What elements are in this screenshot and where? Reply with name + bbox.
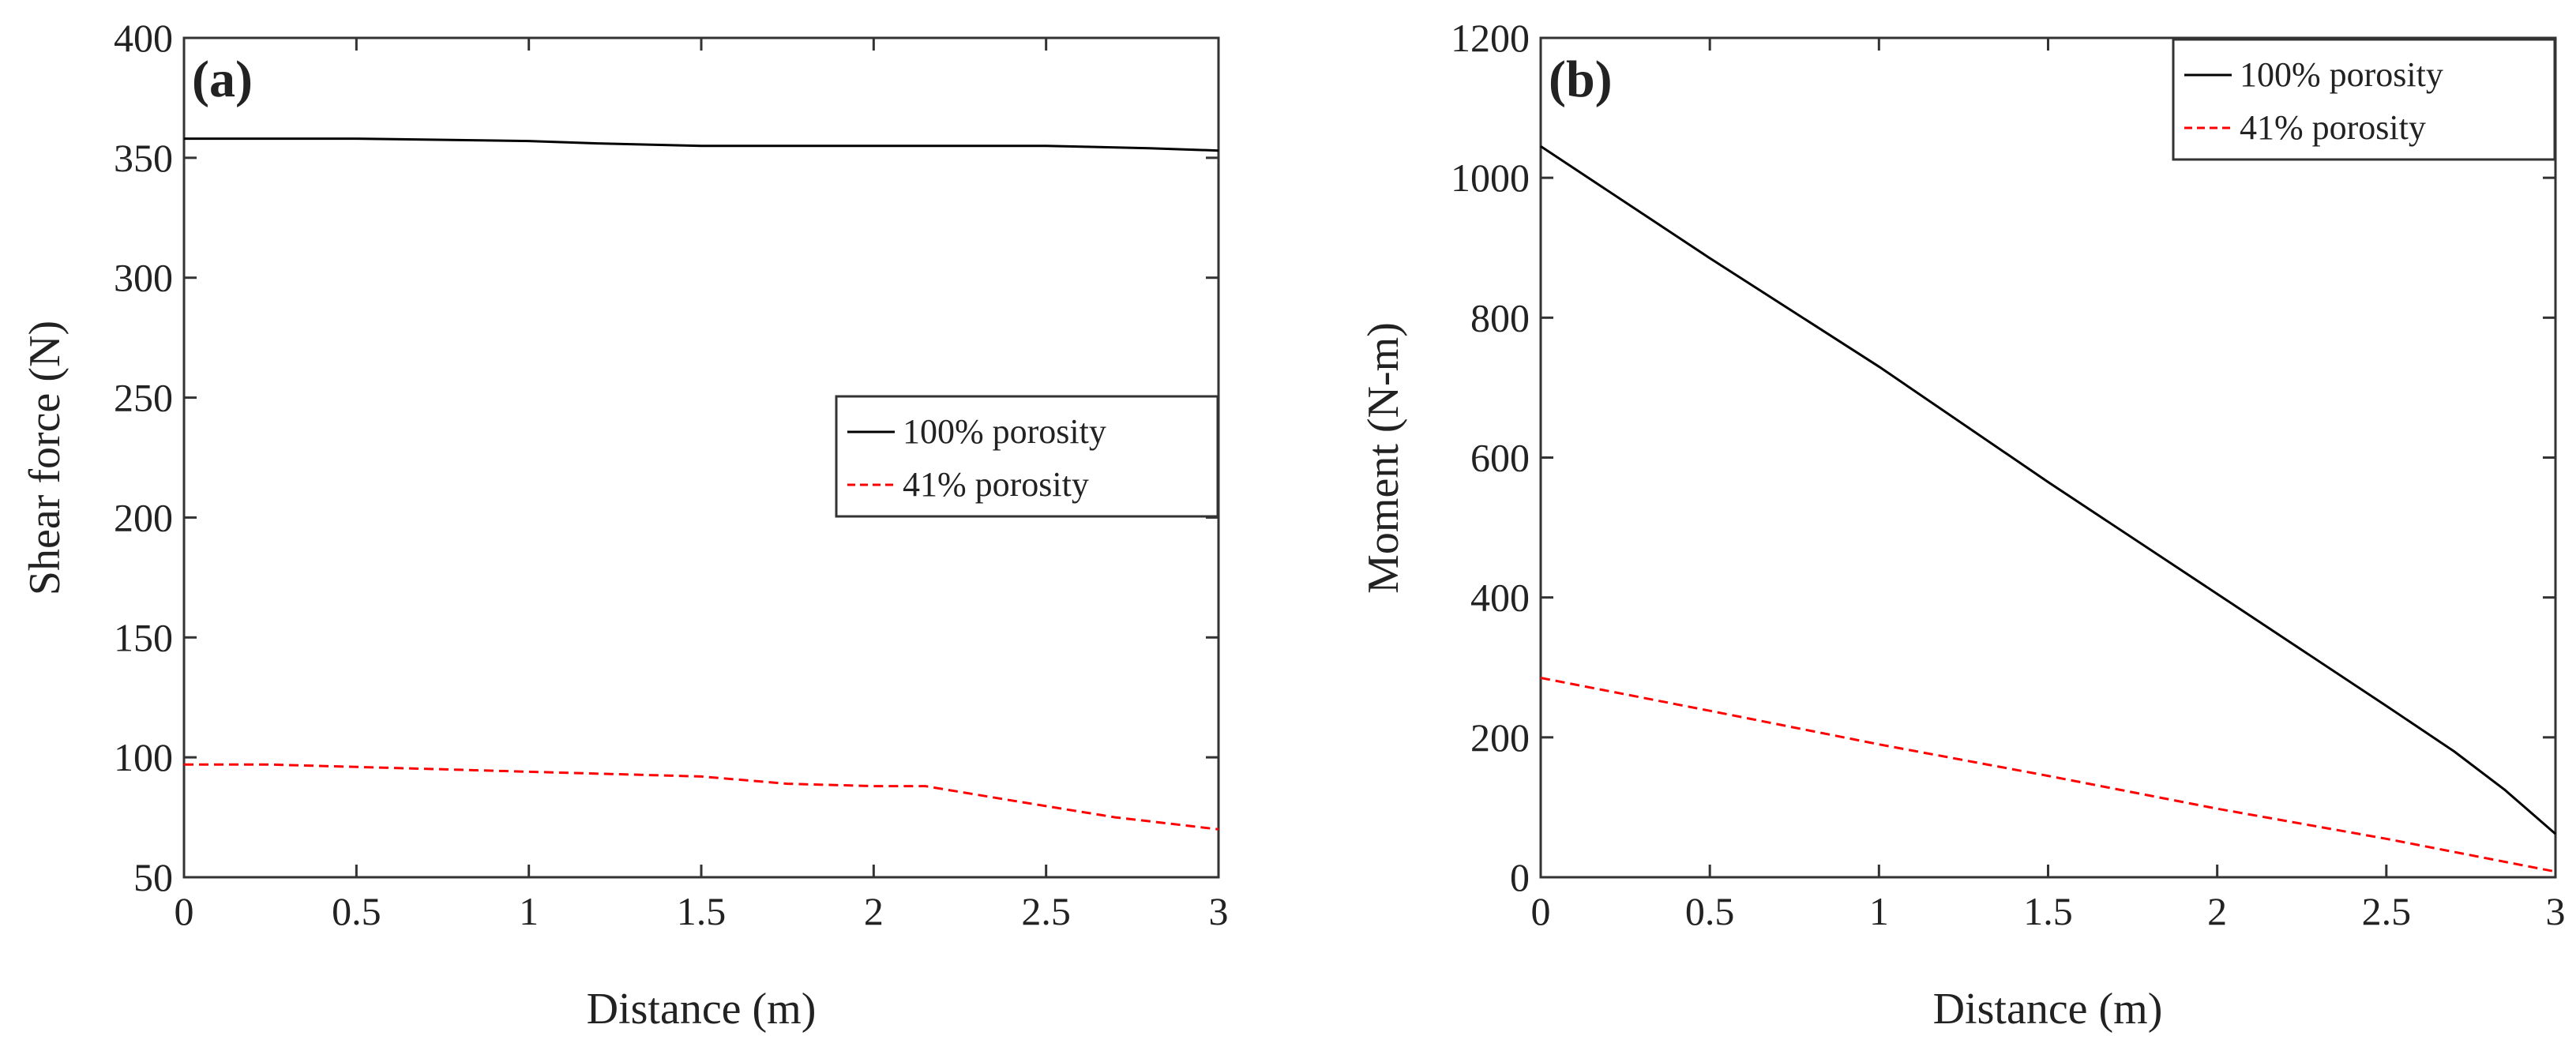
y-tick-label-b: 1000 xyxy=(1451,156,1530,200)
y-tick-label-b: 1200 xyxy=(1451,16,1530,60)
x-tick-label-a: 3 xyxy=(1209,889,1229,933)
x-axis-label-b: Distance (m) xyxy=(1933,985,2163,1034)
y-tick-label-b: 600 xyxy=(1470,436,1530,480)
y-tick-label-a: 300 xyxy=(114,256,173,300)
y-tick-label-b: 800 xyxy=(1470,295,1530,340)
y-tick-label-b: 400 xyxy=(1470,576,1530,620)
series-line-100-porosity-b xyxy=(1540,145,2556,835)
x-tick-label-b: 2.5 xyxy=(2362,889,2412,933)
legend-entry-41-porosity-b: 41% porosity xyxy=(2240,108,2426,147)
x-tick-label-a: 1 xyxy=(519,889,539,933)
x-tick-label-b: 0.5 xyxy=(1685,889,1735,933)
x-tick-label-b: 2 xyxy=(2207,889,2227,933)
x-tick-label-a: 0 xyxy=(175,889,194,933)
legend-entry-100-porosity-b: 100% porosity xyxy=(2240,55,2443,94)
y-tick-label-a: 400 xyxy=(114,16,173,60)
panel-label-b: (b) xyxy=(1549,51,1613,108)
legend-a: 100% porosity 41% porosity xyxy=(835,395,1219,518)
x-tick-label-a: 2.5 xyxy=(1021,889,1071,933)
plot-area-b xyxy=(1539,36,2557,879)
panel-label-a: (a) xyxy=(192,51,253,108)
y-tick-label-a: 200 xyxy=(114,495,173,539)
x-tick-label-b: 0 xyxy=(1531,889,1551,933)
x-tick-label-b: 1.5 xyxy=(2023,889,2073,933)
x-tick-label-a: 2 xyxy=(864,889,884,933)
series-layer-b xyxy=(1540,145,2556,873)
series-line-100-porosity-a xyxy=(184,137,1219,152)
x-tick-label-b: 1 xyxy=(1869,889,1889,933)
y-tick-label-b: 200 xyxy=(1470,715,1530,760)
x-tick-label-a: 1.5 xyxy=(677,889,727,933)
legend-entry-100-porosity-a: 100% porosity xyxy=(903,412,1106,451)
axis-ticks-b: 0 0.5 1 1.5 2 2.5 3 0 200 400 600 800 1000 1200 xyxy=(1451,16,2566,933)
y-tick-label-b: 0 xyxy=(1510,855,1530,899)
y-axis-label-b: Moment (N-m) xyxy=(1359,322,1408,594)
y-tick-label-a: 150 xyxy=(114,615,173,659)
series-line-41-porosity-a xyxy=(184,763,1219,831)
legend-box-b xyxy=(2172,38,2556,161)
y-tick-label-a: 100 xyxy=(114,735,173,779)
y-axis-label-a: Shear force (N) xyxy=(21,321,69,595)
x-tick-label-b: 3 xyxy=(2546,889,2566,933)
series-layer-a xyxy=(184,137,1219,831)
legend-box-a xyxy=(835,395,1219,518)
y-tick-label-a: 50 xyxy=(133,855,173,899)
legend-b: 100% porosity 41% porosity xyxy=(2172,38,2556,161)
x-tick-label-a: 0.5 xyxy=(332,889,381,933)
legend-entry-41-porosity-a: 41% porosity xyxy=(903,465,1089,504)
series-line-41-porosity-b xyxy=(1540,677,2556,873)
y-tick-label-a: 350 xyxy=(114,136,173,180)
y-tick-label-a: 250 xyxy=(114,376,173,420)
chart-panel-b: 0 0.5 1 1.5 2 2.5 3 0 200 400 600 800 1000 1200 (b) D… xyxy=(1359,16,2566,1034)
x-axis-label-a: Distance (m) xyxy=(587,985,817,1034)
